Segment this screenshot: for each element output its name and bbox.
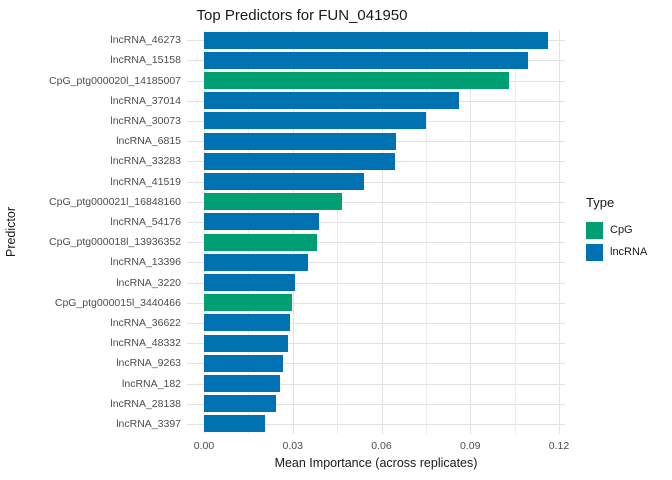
bar-lncRNA_9263 (204, 354, 283, 372)
y-axis-label: CpG_ptg000018l_13936352 (49, 236, 181, 249)
gridline-vertical-major (204, 30, 205, 434)
chart-title: Top Predictors for FUN_041950 (196, 7, 408, 24)
y-axis-label: lncRNA_15158 (110, 54, 181, 67)
legend: Type CpG lncRNA (586, 195, 647, 263)
gridline-horizontal (187, 322, 565, 324)
gridline-horizontal (187, 403, 565, 405)
legend-swatch (586, 221, 603, 239)
bar-lncRNA_30073 (204, 112, 426, 130)
bar-lncRNA_41519 (204, 173, 365, 190)
bar-lncRNA_46273 (204, 31, 549, 49)
x-axis-title: Mean Importance (across replicates) (274, 456, 478, 470)
y-axis-label: lncRNA_41519 (110, 175, 181, 188)
bar-lncRNA_48332 (204, 334, 289, 352)
gridline-horizontal (187, 181, 565, 183)
gridline-horizontal (187, 343, 565, 345)
bar-CpG_ptg000020l_14185007 (204, 72, 509, 89)
legend-label: CpG (610, 224, 633, 236)
y-axis-label: CpG_ptg000015l_3440466 (54, 296, 181, 309)
bar-CpG_ptg000021l_16848160 (204, 193, 343, 211)
bar-lncRNA_36622 (204, 314, 291, 332)
bar-CpG_ptg000018l_13936352 (204, 233, 317, 251)
y-axis-labels: lncRNA_46273 lncRNA_15158 CpG_ptg000020l_1… (0, 30, 184, 434)
x-axis-tick-label: 0.00 (193, 440, 215, 452)
gridline-horizontal (187, 201, 565, 203)
legend-item-cpg: CpG (586, 219, 647, 241)
gridline-horizontal (187, 262, 565, 264)
bar-lncRNA_54176 (204, 213, 320, 231)
bar-lncRNA_13396 (204, 253, 309, 271)
legend-item-lncrna: lncRNA (586, 241, 647, 263)
y-axis-label: lncRNA_182 (122, 377, 181, 390)
y-axis-label: lncRNA_3220 (116, 276, 181, 289)
bar-lncRNA_15158 (204, 51, 528, 69)
plot-panel (187, 30, 565, 434)
x-axis-tick-label: 0.09 (460, 440, 481, 452)
y-axis-label: lncRNA_30073 (110, 114, 181, 127)
gridline-vertical-minor (514, 30, 516, 434)
legend-title: Type (586, 195, 615, 210)
y-axis-label: lncRNA_33283 (110, 155, 181, 168)
gridline-horizontal (187, 383, 565, 385)
x-axis-tick-labels: 0.00 0.03 0.06 0.09 0.12 (0, 440, 672, 454)
y-axis-label: lncRNA_54176 (110, 215, 181, 228)
gridline-vertical-major (381, 30, 383, 434)
bar-lncRNA_3220 (204, 274, 296, 291)
gridline-horizontal (187, 302, 565, 304)
gridline-horizontal (187, 423, 565, 425)
bar-lncRNA_6815 (204, 132, 396, 150)
bar-lncRNA_3397 (204, 415, 265, 433)
bar-lncRNA_28138 (204, 395, 276, 413)
y-axis-label: CpG_ptg000021l_16848160 (49, 195, 181, 208)
bar-lncRNA_33283 (204, 152, 396, 170)
gridline-vertical-minor (248, 30, 250, 434)
x-axis-tick-label: 0.03 (282, 440, 303, 452)
y-axis-label: CpG_ptg000020l_14185007 (49, 74, 181, 87)
x-axis-tick-label: 0.06 (371, 440, 392, 452)
gridline-horizontal (187, 282, 565, 284)
bar-CpG_ptg000015l_3440466 (204, 294, 292, 312)
gridline-vertical-major (292, 30, 294, 434)
y-axis-label: lncRNA_46273 (110, 34, 181, 47)
bar-lncRNA_182 (204, 375, 281, 392)
gridline-vertical-minor (337, 30, 339, 434)
y-axis-label: lncRNA_6815 (116, 135, 181, 148)
x-axis-tick-label: 0.12 (548, 440, 570, 452)
y-axis-label: lncRNA_3397 (116, 417, 181, 430)
y-axis-label: lncRNA_28138 (110, 397, 181, 410)
y-axis-label: lncRNA_13396 (110, 256, 181, 269)
legend-label: lncRNA (610, 246, 648, 258)
gridline-vertical-major (470, 30, 472, 434)
gridline-vertical-minor (425, 30, 427, 434)
gridline-horizontal (187, 363, 565, 365)
y-axis-label: lncRNA_37014 (110, 94, 181, 107)
gridline-horizontal (187, 242, 565, 244)
gridline-vertical-major (559, 30, 560, 434)
bar-lncRNA_37014 (204, 92, 459, 110)
legend-swatch (586, 243, 603, 261)
y-axis-label: lncRNA_9263 (116, 357, 181, 370)
y-axis-label: lncRNA_36622 (110, 316, 181, 329)
y-axis-label: lncRNA_48332 (110, 337, 181, 350)
gridline-horizontal (187, 221, 565, 223)
